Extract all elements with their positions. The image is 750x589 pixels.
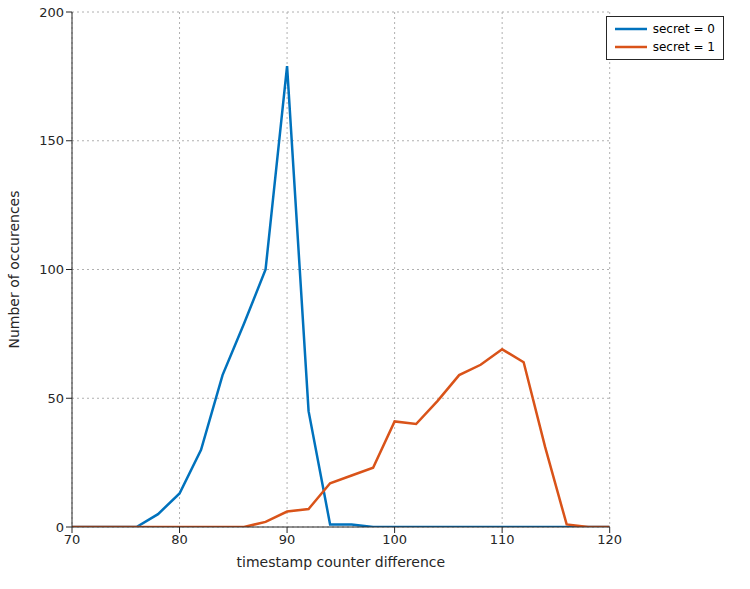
- svg-text:50: 50: [47, 391, 64, 406]
- svg-text:90: 90: [279, 532, 296, 547]
- svg-text:150: 150: [39, 133, 64, 148]
- html-text:secret = 1: secret = 1: [652, 40, 715, 54]
- svg-text:110: 110: [490, 532, 515, 547]
- svg-text:100: 100: [39, 262, 64, 277]
- svg-text:timestamp counter difference: timestamp counter difference: [237, 554, 446, 570]
- svg-text:100: 100: [382, 532, 407, 547]
- svg-text:0: 0: [56, 520, 64, 535]
- svg-text:70: 70: [64, 532, 81, 547]
- svg-text:Number of occurences: Number of occurences: [8, 190, 22, 348]
- html-text:secret = 0: secret = 0: [652, 22, 715, 36]
- svg-text:200: 200: [39, 5, 64, 20]
- svg-text:120: 120: [597, 532, 622, 547]
- svg-text:80: 80: [171, 532, 188, 547]
